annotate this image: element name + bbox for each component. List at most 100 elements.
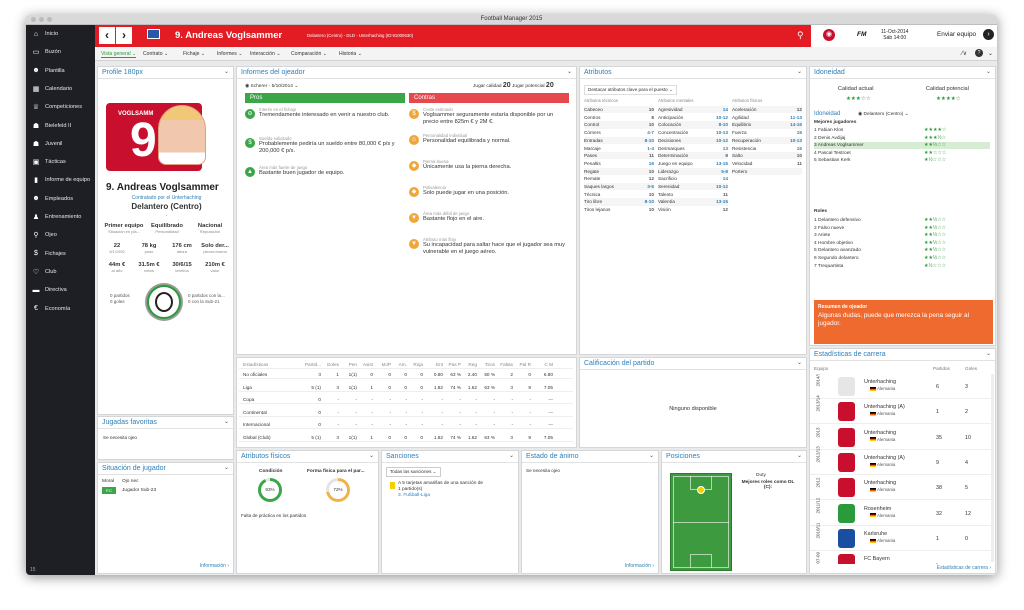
club-name[interactable]: Unterhaching: [864, 429, 897, 436]
continue-button[interactable]: Enviar equipo: [937, 31, 977, 38]
sidebar-item-2[interactable]: ☻ Plantilla: [26, 63, 95, 79]
list-item[interactable]: 1 Fabian Klos ★★★★☆: [814, 127, 990, 134]
tab-4[interactable]: Interacción ⌄: [250, 51, 281, 57]
sanction-league-link[interactable]: 3. Fußball-Liga: [398, 493, 430, 498]
favourite-moves-header[interactable]: Jugadas favoritas ⌄: [98, 417, 233, 429]
help-icon[interactable]: ?: [975, 49, 983, 57]
chevron-down-icon[interactable]: ⌄: [223, 69, 229, 75]
table-row[interactable]: 2011/12 Rosenheim Alemania 32 12: [810, 497, 994, 526]
tab-3[interactable]: Informes ⌄: [217, 51, 243, 57]
club-name[interactable]: Unterhaching: [864, 480, 897, 487]
chevron-down-icon[interactable]: ⌄: [796, 453, 802, 459]
table-row[interactable]: 2012/13 Unterhaching (A) Alemania 9 4: [810, 446, 994, 475]
table-row[interactable]: 2012 Unterhaching Alemania 38 5: [810, 475, 994, 501]
match-rating-header[interactable]: Calificación del partido ⌄: [580, 358, 806, 370]
sidebar-item-4[interactable]: ♕ Competiciones: [26, 99, 95, 115]
chevron-down-icon[interactable]: ⌄: [796, 360, 802, 366]
list-item[interactable]: 6 Segundo delantero ★★½☆☆: [814, 255, 990, 262]
tab-0[interactable]: Vista general ⌄: [101, 51, 137, 58]
morale-header[interactable]: Estado de ánimo ⌄: [522, 451, 658, 463]
sidebar-item-11[interactable]: ⚲ Ojeo: [26, 227, 95, 243]
table-row[interactable]: 2013 Unterhaching Alemania 35 10: [810, 425, 994, 450]
list-item[interactable]: 7 Trequartista ★½☆☆☆: [814, 263, 990, 270]
chevron-down-icon[interactable]: ⌄: [796, 69, 802, 75]
attributes-highlight-dropdown[interactable]: Destacar atributos clave para el puesto …: [584, 85, 677, 95]
scout-report-header[interactable]: Informes del ojeador ⌄: [237, 67, 576, 79]
sidebar-item-12[interactable]: $ Fichajes: [26, 246, 95, 262]
sidebar-item-7[interactable]: ▣ Tácticas: [26, 154, 95, 170]
zoom-window-button[interactable]: [47, 17, 52, 22]
table-row[interactable]: 2013/14 Unterhaching (A) Alemania 1 2: [810, 396, 994, 425]
close-window-button[interactable]: [31, 17, 36, 22]
tab-6[interactable]: Historia ⌄: [339, 51, 362, 57]
continue-arrow-icon[interactable]: ›: [983, 29, 994, 40]
player-name-header[interactable]: 9. Andreas Voglsammer: [175, 30, 283, 41]
info-link[interactable]: Información ›: [199, 563, 229, 569]
profile-panel-header[interactable]: Profile 180px ⌄: [98, 67, 233, 79]
list-item[interactable]: 2 Denis Avdijaj ★★★½☆: [814, 135, 990, 142]
club-name[interactable]: Karlsruhe: [864, 530, 888, 537]
edit-icon[interactable]: ⁄∨: [961, 51, 967, 57]
list-item[interactable]: 3 Ariete ★★½☆☆: [814, 232, 990, 239]
club-badge[interactable]: [147, 29, 160, 39]
career-scrollbar[interactable]: [991, 374, 994, 562]
list-item[interactable]: 5 Sebastian Kerk ★½☆☆☆: [814, 157, 990, 164]
list-item[interactable]: 2 Falso nueve ★★½☆☆: [814, 225, 990, 232]
chevron-down-icon[interactable]: ⌄: [648, 453, 654, 459]
game-date[interactable]: 11-Oct-2014 Sáb 14:00: [881, 29, 908, 41]
info-link[interactable]: Información ›: [624, 563, 654, 569]
ideality-header[interactable]: Idoneidad ⌄: [810, 67, 995, 79]
chevron-down-icon[interactable]: ⌄: [985, 351, 991, 357]
sidebar-item-5[interactable]: ☗ Bielefeld II: [26, 118, 95, 134]
contract-line[interactable]: Contratado por el Unterhaching: [131, 195, 202, 201]
table-row[interactable]: 07-09 FC Bayern -: [810, 551, 994, 564]
back-button[interactable]: ‹: [99, 27, 115, 44]
list-item[interactable]: 4 Pascal Testroet ★★☆☆☆: [814, 150, 990, 157]
sidebar-item-15[interactable]: € Economía: [26, 301, 95, 317]
tab-1[interactable]: Contrato ⌄: [143, 51, 168, 57]
chevron-down-icon[interactable]: ⌄: [987, 51, 993, 57]
tab-5[interactable]: Comparación ⌄: [291, 51, 327, 57]
forward-button[interactable]: ›: [116, 27, 132, 44]
table-row[interactable]: 2014/15 Unterhaching Alemania 6 3: [810, 374, 994, 399]
sidebar-item-14[interactable]: ▬ Directiva: [26, 282, 95, 298]
sidebar-item-6[interactable]: ☗ Juvenil: [26, 136, 95, 152]
sidebar-item-0[interactable]: ⌂ Inicio: [26, 26, 95, 42]
minimize-window-button[interactable]: [39, 17, 44, 22]
chevron-down-icon[interactable]: ⌄: [223, 419, 229, 425]
positions-header[interactable]: Posiciones ⌄: [662, 451, 806, 463]
list-item[interactable]: 1 Delantero defensivo ★★½☆☆: [814, 217, 990, 224]
list-item[interactable]: 5 Delantero avanzado ★★½☆☆: [814, 247, 990, 254]
chevron-down-icon[interactable]: ⌄: [508, 453, 514, 459]
list-item[interactable]: 4 Hombre objetivo ★★½☆☆: [814, 240, 990, 247]
table-row[interactable]: 2010/11 Karlsruhe Alemania 1 0: [810, 522, 994, 551]
club-name[interactable]: Unterhaching (A): [864, 454, 905, 461]
sanctions-header[interactable]: Sanciones ⌄: [382, 451, 518, 463]
situation-header[interactable]: Situación de jugador ⌄: [98, 463, 233, 475]
scout-selector[interactable]: ◉ Scherer - 5/10/2014 ⌄: [245, 84, 299, 89]
chevron-down-icon[interactable]: ⌄: [985, 69, 991, 75]
chevron-down-icon[interactable]: ⌄: [223, 465, 229, 471]
sidebar-item-8[interactable]: ▮ Informe de equipo: [26, 172, 95, 188]
sidebar-item-9[interactable]: ☻ Empleados: [26, 191, 95, 207]
attributes-header[interactable]: Atributos ⌄: [580, 67, 806, 79]
position-dropdown[interactable]: ◉ Delantero (Centro) ⌄: [858, 112, 909, 117]
sanctions-filter[interactable]: Todas las sanciones ⌄: [386, 467, 441, 477]
career-link[interactable]: Estadísticas de carrera ›: [936, 565, 991, 571]
career-header[interactable]: Estadísticas de carrera ⌄: [810, 349, 995, 361]
list-item[interactable]: 3 Andreas Voglsammer ★★½☆☆: [814, 142, 990, 150]
sidebar-item-10[interactable]: ♟ Entrenamiento: [26, 209, 95, 225]
sidebar-item-13[interactable]: ♡ Club: [26, 264, 95, 280]
club-name[interactable]: Unterhaching (A): [864, 404, 905, 411]
help-globe-icon[interactable]: ◉: [823, 29, 835, 41]
chevron-down-icon[interactable]: ⌄: [566, 69, 572, 75]
fm-logo[interactable]: FM: [857, 31, 867, 38]
search-icon[interactable]: ⚲: [797, 30, 804, 40]
physical-header[interactable]: Atributos físicos ⌄: [237, 451, 378, 463]
club-name[interactable]: Rosenheim: [864, 505, 892, 512]
sidebar-item-1[interactable]: ▭ Buzón: [26, 44, 95, 60]
club-name[interactable]: FC Bayern: [864, 556, 890, 563]
sidebar-item-3[interactable]: ▦ Calendario: [26, 81, 95, 97]
position-marker[interactable]: [697, 486, 705, 494]
tab-2[interactable]: Fichaje ⌄: [183, 51, 205, 57]
